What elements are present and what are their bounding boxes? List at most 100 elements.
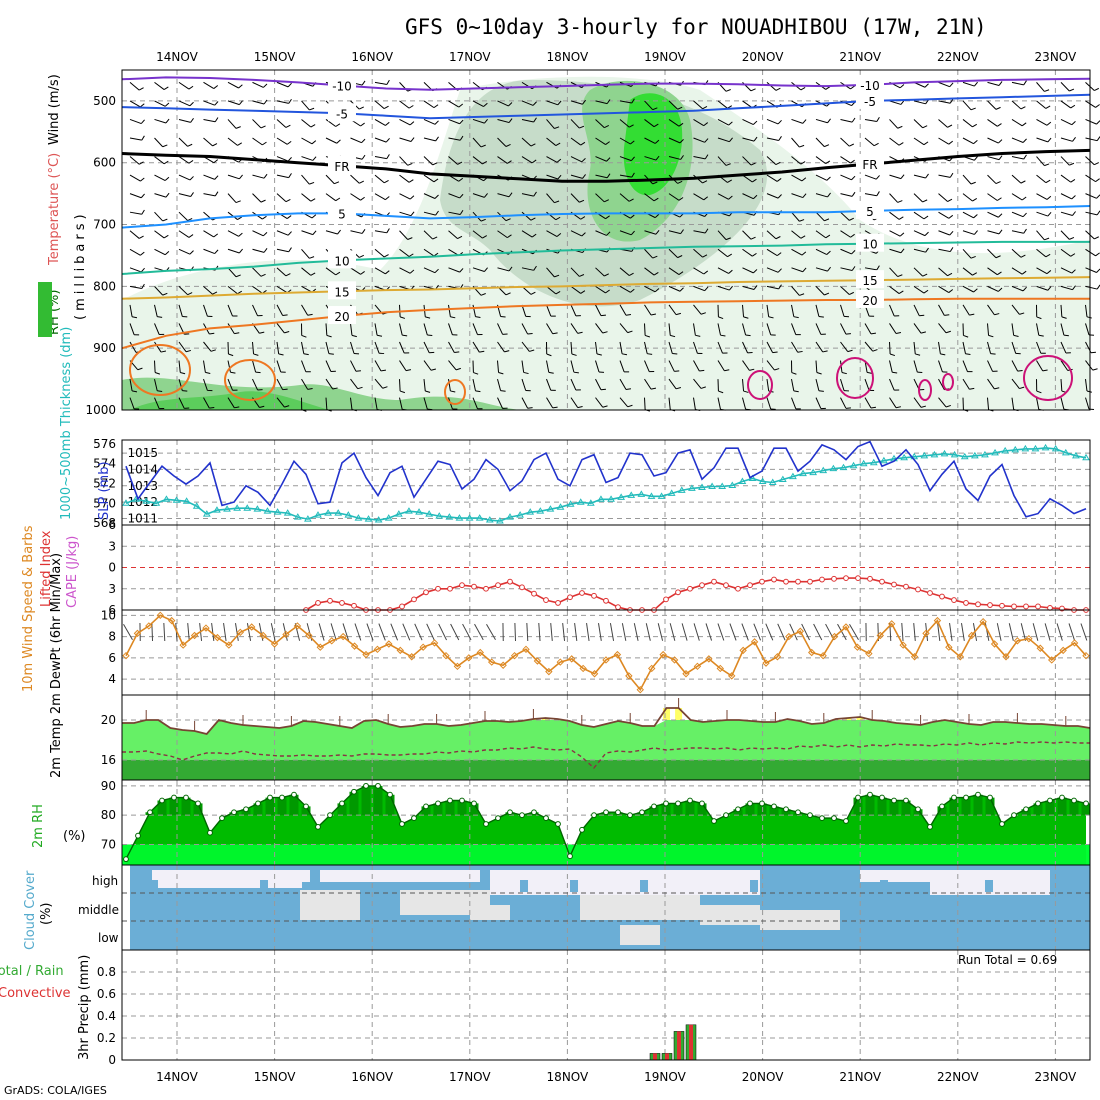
- wind-barb: [472, 323, 478, 335]
- thickness-point: [748, 474, 757, 482]
- wind-barb: [472, 193, 485, 198]
- wind-barb-flag: [897, 125, 903, 129]
- wind-barb: [789, 623, 798, 641]
- wind-barb: [987, 137, 999, 144]
- wind-speed-point: [842, 623, 850, 631]
- wind-barb: [668, 100, 678, 110]
- wind-barb: [938, 81, 950, 88]
- lifted-index-point: [927, 590, 933, 596]
- wind-barb: [399, 174, 410, 183]
- wind-barb-flag: [287, 157, 292, 162]
- wind-speed-point: [785, 632, 793, 641]
- wind-barb: [619, 341, 623, 354]
- rh-point: [1047, 797, 1053, 804]
- wind-barb: [227, 81, 239, 89]
- wind-barb-flag: [386, 154, 390, 159]
- wind-barb-flag: [214, 175, 219, 180]
- wind-barb: [889, 211, 900, 220]
- thickness-point: [334, 509, 343, 516]
- wind-barb: [717, 341, 723, 354]
- wind-barb-flag: [1061, 316, 1067, 319]
- wind-barb: [399, 230, 409, 240]
- wind-barb: [962, 285, 974, 293]
- wind-barb: [693, 397, 696, 410]
- isotherm-label-bg: [856, 270, 884, 289]
- wind-barb: [813, 623, 823, 641]
- wind-barb-flag: [997, 271, 1002, 276]
- wind-barb: [987, 304, 995, 316]
- pressure-tick: 500: [93, 94, 116, 108]
- wind-barb-flag: [581, 232, 586, 237]
- thickness-point: [283, 509, 292, 516]
- wind-barb-flag: [801, 177, 807, 182]
- wind-barb-flag: [385, 270, 390, 275]
- wind-barb: [325, 267, 337, 276]
- rh-point: [471, 800, 477, 807]
- thickness-point: [455, 514, 464, 521]
- wind-barb-flag: [729, 137, 733, 143]
- isotherm-label: FR: [862, 158, 877, 172]
- wind-barb: [423, 211, 436, 216]
- wind-barb-flag: [997, 123, 1002, 127]
- wind-barb: [472, 341, 480, 353]
- wind-barb: [938, 119, 948, 128]
- wind-barb-flag: [702, 106, 708, 110]
- wind-barb-flag: [775, 161, 781, 166]
- wind-barb: [791, 378, 795, 391]
- wind-barb: [595, 193, 605, 203]
- wind-barb-flag: [650, 313, 657, 316]
- thickness-point: [223, 505, 231, 512]
- wind-barb: [619, 323, 629, 333]
- wind-barb: [1085, 174, 1096, 183]
- wind-barb: [815, 341, 824, 353]
- wind-barb: [227, 323, 235, 334]
- wind-barb: [644, 100, 654, 111]
- isotherm-line: [121, 148, 1091, 183]
- wind-barb: [962, 174, 972, 185]
- wind-barb: [766, 193, 779, 199]
- cloud-mid-gap: [620, 925, 660, 945]
- wind-barb: [390, 623, 399, 641]
- y-tick: 0: [108, 1053, 116, 1067]
- wind-barb: [252, 100, 265, 105]
- wind-barb-flag: [949, 98, 954, 104]
- wind-barb-flag: [556, 232, 562, 237]
- lifted-index-point: [867, 575, 873, 582]
- wind-barb-flag: [185, 349, 192, 353]
- wind-barb-flag: [359, 180, 364, 184]
- wind-barb-flag: [899, 232, 905, 237]
- wind-barb: [301, 248, 310, 259]
- isotherm-label-bg: [856, 153, 884, 172]
- wind-barb-flag: [998, 139, 1003, 144]
- precip-panel: 00.20.40.60.8 3hr Precip (mm) Total / Ra…: [0, 949, 1091, 1067]
- thickness-point: [880, 456, 888, 464]
- wind-barb: [1036, 119, 1048, 126]
- wind-barb: [521, 230, 533, 238]
- thickness-point: [536, 507, 545, 514]
- wind-barb: [374, 156, 387, 160]
- wind-barb-flag: [631, 172, 635, 178]
- wind-barb: [644, 156, 657, 161]
- wind-barb-flag: [361, 138, 366, 144]
- wind-barb: [864, 118, 877, 123]
- cloud-high-gap: [660, 870, 760, 895]
- lifted-index-point: [579, 590, 585, 596]
- wind-barb-flag: [797, 350, 803, 353]
- wind-barb: [815, 174, 828, 181]
- wind-barb-flag: [141, 283, 145, 289]
- wind-barb-flag: [557, 174, 562, 180]
- wind-barb: [1032, 623, 1039, 641]
- lifted-index-point: [687, 585, 693, 592]
- rh-point: [375, 782, 381, 789]
- x-tick-bottom: 20NOV: [742, 1070, 784, 1084]
- wind-barb-flag: [720, 334, 726, 337]
- wind-speed-point: [453, 662, 462, 671]
- wind-barb-flag: [450, 390, 456, 393]
- y-tick: 3: [108, 539, 116, 553]
- wind-barb: [211, 623, 215, 641]
- wind-barb: [252, 360, 257, 373]
- wind-barb: [546, 100, 559, 106]
- wind-barb-flag: [237, 216, 243, 220]
